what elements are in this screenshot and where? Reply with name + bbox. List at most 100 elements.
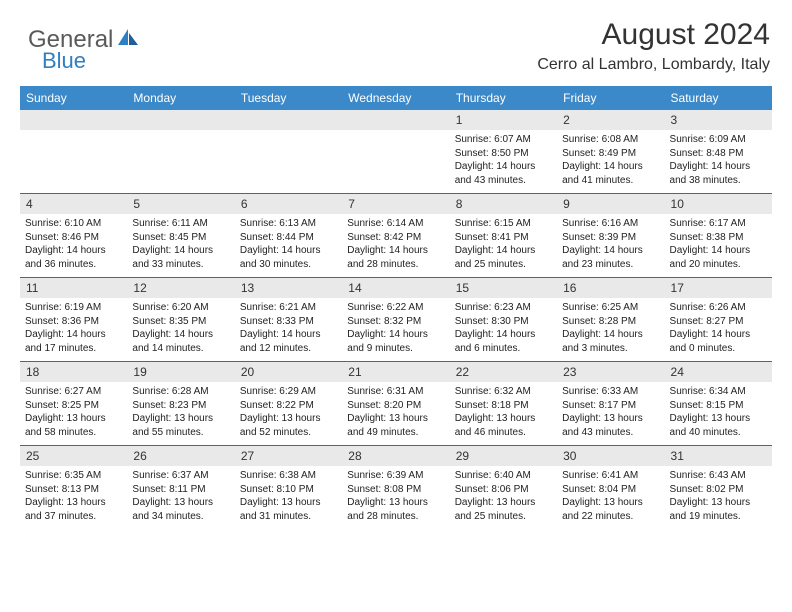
day-detail-cell: Sunrise: 6:08 AM Sunset: 8:49 PM Dayligh… <box>557 130 664 193</box>
day-number-cell: 8 <box>450 194 557 214</box>
brand-logo: General Blue <box>28 26 139 54</box>
day-number-cell <box>127 110 234 130</box>
day-detail-cell: Sunrise: 6:27 AM Sunset: 8:25 PM Dayligh… <box>20 382 127 445</box>
weekday-header-cell: Tuesday <box>235 86 342 110</box>
day-detail-cell: Sunrise: 6:10 AM Sunset: 8:46 PM Dayligh… <box>20 214 127 277</box>
weekday-header-cell: Sunday <box>20 86 127 110</box>
day-number-cell <box>342 110 449 130</box>
day-detail-cell: Sunrise: 6:41 AM Sunset: 8:04 PM Dayligh… <box>557 466 664 529</box>
day-number-row: 45678910 <box>20 194 772 214</box>
day-number-cell: 20 <box>235 362 342 382</box>
day-detail-cell: Sunrise: 6:09 AM Sunset: 8:48 PM Dayligh… <box>665 130 772 193</box>
day-detail-cell: Sunrise: 6:15 AM Sunset: 8:41 PM Dayligh… <box>450 214 557 277</box>
day-number-cell: 27 <box>235 446 342 466</box>
day-number-cell: 25 <box>20 446 127 466</box>
day-detail-cell: Sunrise: 6:40 AM Sunset: 8:06 PM Dayligh… <box>450 466 557 529</box>
day-number-cell: 14 <box>342 278 449 298</box>
day-detail-cell <box>20 130 127 193</box>
day-number-cell: 7 <box>342 194 449 214</box>
day-number-cell: 9 <box>557 194 664 214</box>
day-detail-cell: Sunrise: 6:37 AM Sunset: 8:11 PM Dayligh… <box>127 466 234 529</box>
page-header: General Blue August 2024 Cerro al Lambro… <box>0 0 792 80</box>
day-number-cell: 12 <box>127 278 234 298</box>
location-subtitle: Cerro al Lambro, Lombardy, Italy <box>537 56 770 74</box>
weekday-header-cell: Wednesday <box>342 86 449 110</box>
day-detail-cell: Sunrise: 6:32 AM Sunset: 8:18 PM Dayligh… <box>450 382 557 445</box>
day-detail-cell: Sunrise: 6:14 AM Sunset: 8:42 PM Dayligh… <box>342 214 449 277</box>
day-detail-cell <box>342 130 449 193</box>
day-number-cell: 21 <box>342 362 449 382</box>
weekday-header-cell: Saturday <box>665 86 772 110</box>
day-detail-cell: Sunrise: 6:34 AM Sunset: 8:15 PM Dayligh… <box>665 382 772 445</box>
day-detail-row: Sunrise: 6:27 AM Sunset: 8:25 PM Dayligh… <box>20 382 772 445</box>
day-number-cell: 6 <box>235 194 342 214</box>
day-number-cell: 10 <box>665 194 772 214</box>
day-number-cell: 26 <box>127 446 234 466</box>
day-detail-cell: Sunrise: 6:29 AM Sunset: 8:22 PM Dayligh… <box>235 382 342 445</box>
weekday-header-cell: Monday <box>127 86 234 110</box>
day-detail-cell: Sunrise: 6:31 AM Sunset: 8:20 PM Dayligh… <box>342 382 449 445</box>
day-detail-cell: Sunrise: 6:17 AM Sunset: 8:38 PM Dayligh… <box>665 214 772 277</box>
day-detail-cell: Sunrise: 6:33 AM Sunset: 8:17 PM Dayligh… <box>557 382 664 445</box>
day-number-cell: 16 <box>557 278 664 298</box>
week-block: 45678910Sunrise: 6:10 AM Sunset: 8:46 PM… <box>20 194 772 278</box>
day-number-cell: 31 <box>665 446 772 466</box>
weeks-container: 123Sunrise: 6:07 AM Sunset: 8:50 PM Dayl… <box>20 110 772 529</box>
brand-sail-icon <box>117 27 139 52</box>
day-number-cell <box>20 110 127 130</box>
day-number-cell: 13 <box>235 278 342 298</box>
day-number-cell: 22 <box>450 362 557 382</box>
day-detail-cell: Sunrise: 6:35 AM Sunset: 8:13 PM Dayligh… <box>20 466 127 529</box>
day-detail-cell: Sunrise: 6:26 AM Sunset: 8:27 PM Dayligh… <box>665 298 772 361</box>
title-block: August 2024 Cerro al Lambro, Lombardy, I… <box>537 18 770 74</box>
day-detail-row: Sunrise: 6:10 AM Sunset: 8:46 PM Dayligh… <box>20 214 772 277</box>
day-detail-cell: Sunrise: 6:16 AM Sunset: 8:39 PM Dayligh… <box>557 214 664 277</box>
day-detail-cell: Sunrise: 6:28 AM Sunset: 8:23 PM Dayligh… <box>127 382 234 445</box>
day-number-cell <box>235 110 342 130</box>
day-detail-cell: Sunrise: 6:25 AM Sunset: 8:28 PM Dayligh… <box>557 298 664 361</box>
day-number-cell: 28 <box>342 446 449 466</box>
day-number-cell: 2 <box>557 110 664 130</box>
day-detail-cell: Sunrise: 6:20 AM Sunset: 8:35 PM Dayligh… <box>127 298 234 361</box>
day-number-row: 18192021222324 <box>20 362 772 382</box>
month-title: August 2024 <box>537 18 770 52</box>
day-number-cell: 11 <box>20 278 127 298</box>
day-detail-cell: Sunrise: 6:11 AM Sunset: 8:45 PM Dayligh… <box>127 214 234 277</box>
day-number-cell: 18 <box>20 362 127 382</box>
day-number-cell: 29 <box>450 446 557 466</box>
weekday-header-row: SundayMondayTuesdayWednesdayThursdayFrid… <box>20 86 772 110</box>
day-detail-cell: Sunrise: 6:38 AM Sunset: 8:10 PM Dayligh… <box>235 466 342 529</box>
day-detail-cell: Sunrise: 6:13 AM Sunset: 8:44 PM Dayligh… <box>235 214 342 277</box>
week-block: 123Sunrise: 6:07 AM Sunset: 8:50 PM Dayl… <box>20 110 772 194</box>
day-detail-cell <box>235 130 342 193</box>
day-detail-cell: Sunrise: 6:21 AM Sunset: 8:33 PM Dayligh… <box>235 298 342 361</box>
week-block: 25262728293031Sunrise: 6:35 AM Sunset: 8… <box>20 446 772 529</box>
day-detail-row: Sunrise: 6:19 AM Sunset: 8:36 PM Dayligh… <box>20 298 772 361</box>
day-number-row: 25262728293031 <box>20 446 772 466</box>
day-detail-cell: Sunrise: 6:39 AM Sunset: 8:08 PM Dayligh… <box>342 466 449 529</box>
day-number-cell: 23 <box>557 362 664 382</box>
day-detail-cell <box>127 130 234 193</box>
day-detail-cell: Sunrise: 6:43 AM Sunset: 8:02 PM Dayligh… <box>665 466 772 529</box>
calendar-grid: SundayMondayTuesdayWednesdayThursdayFrid… <box>20 86 772 529</box>
week-block: 18192021222324Sunrise: 6:27 AM Sunset: 8… <box>20 362 772 446</box>
day-number-cell: 4 <box>20 194 127 214</box>
weekday-header-cell: Friday <box>557 86 664 110</box>
day-number-cell: 5 <box>127 194 234 214</box>
week-block: 11121314151617Sunrise: 6:19 AM Sunset: 8… <box>20 278 772 362</box>
day-number-cell: 19 <box>127 362 234 382</box>
day-detail-cell: Sunrise: 6:19 AM Sunset: 8:36 PM Dayligh… <box>20 298 127 361</box>
day-number-row: 123 <box>20 110 772 130</box>
day-detail-cell: Sunrise: 6:07 AM Sunset: 8:50 PM Dayligh… <box>450 130 557 193</box>
day-number-row: 11121314151617 <box>20 278 772 298</box>
weekday-header-cell: Thursday <box>450 86 557 110</box>
day-number-cell: 3 <box>665 110 772 130</box>
brand-text-blue: Blue <box>42 48 86 74</box>
day-number-cell: 15 <box>450 278 557 298</box>
day-number-cell: 24 <box>665 362 772 382</box>
day-detail-row: Sunrise: 6:07 AM Sunset: 8:50 PM Dayligh… <box>20 130 772 193</box>
day-number-cell: 1 <box>450 110 557 130</box>
day-detail-cell: Sunrise: 6:22 AM Sunset: 8:32 PM Dayligh… <box>342 298 449 361</box>
day-number-cell: 17 <box>665 278 772 298</box>
day-number-cell: 30 <box>557 446 664 466</box>
